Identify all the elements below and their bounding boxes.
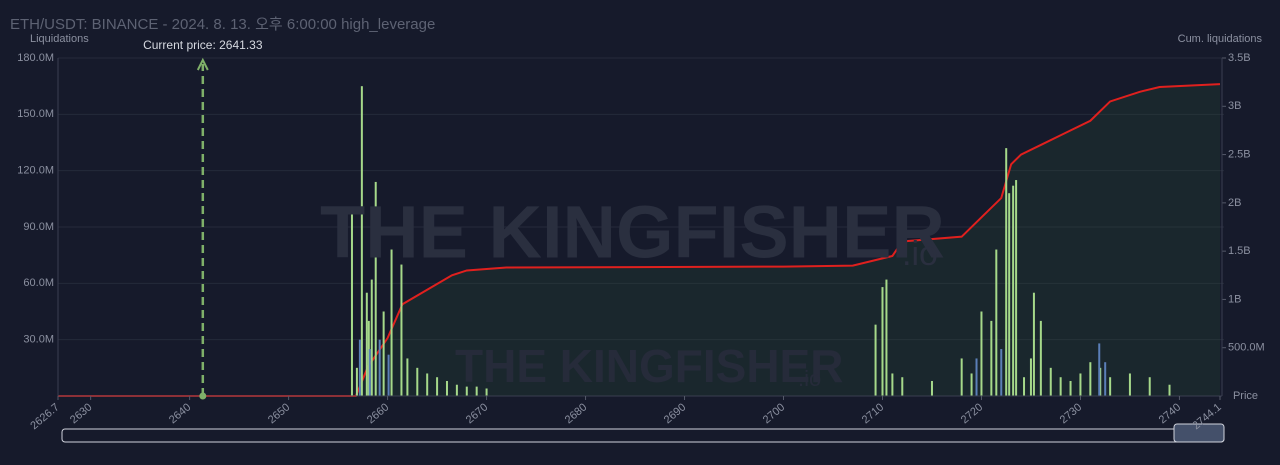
x-tick-label: 2710 <box>860 401 886 426</box>
bar <box>885 279 888 396</box>
bar <box>1029 358 1032 396</box>
bar <box>368 349 371 396</box>
bar <box>1069 380 1072 396</box>
x-tick-label: 2690 <box>662 401 688 426</box>
y-tick-label: 120.0M <box>17 165 54 177</box>
scrollbar[interactable] <box>61 428 1225 443</box>
x-tick-label: 2640 <box>167 401 193 426</box>
bar <box>1098 343 1101 396</box>
bar <box>1023 377 1026 396</box>
bar <box>436 377 439 396</box>
current-price-label: Current price: 2641.33 <box>143 38 263 52</box>
x-tick-label: 2720 <box>959 401 985 426</box>
bar <box>960 358 963 396</box>
bar <box>387 354 390 396</box>
y-tick-label: 30.0M <box>23 334 54 346</box>
bar <box>374 181 377 396</box>
bar <box>1032 292 1035 396</box>
watermark-suffix: .io <box>902 235 938 273</box>
bar <box>445 380 448 396</box>
bar <box>990 320 993 396</box>
bar <box>455 384 458 396</box>
bar <box>1079 373 1082 396</box>
y-tick-label: 60.0M <box>23 277 54 289</box>
bar <box>465 386 468 396</box>
x-tick-label: 2680 <box>563 401 589 426</box>
watermark: THE KINGFISHER <box>455 340 843 392</box>
chart-title: ETH/USDT: BINANCE - 2024. 8. 13. 오후 6:00… <box>10 16 435 33</box>
bar <box>365 292 368 396</box>
watermark: THE KINGFISHER <box>320 191 945 274</box>
x-tick-label: 2670 <box>464 401 490 426</box>
y-tick-label: 90.0M <box>23 221 54 233</box>
bar <box>1148 377 1151 396</box>
x-tick-label: 2740 <box>1157 401 1183 426</box>
bar <box>1005 148 1008 396</box>
current-price-dot <box>199 392 207 400</box>
bar <box>881 287 884 396</box>
x-axis-label: Price <box>1233 390 1258 402</box>
bar <box>370 279 373 396</box>
bar <box>355 367 358 396</box>
bar <box>350 208 353 396</box>
x-tick-label: 2700 <box>761 401 787 426</box>
bar <box>901 377 904 396</box>
x-tick-label: 2650 <box>266 401 292 426</box>
bar <box>1104 362 1107 396</box>
bar <box>980 311 983 396</box>
bar <box>970 373 973 396</box>
y2-tick-label: 3.5B <box>1228 52 1251 64</box>
bar <box>416 367 419 396</box>
bar <box>891 373 894 396</box>
bar <box>1089 362 1092 396</box>
bar <box>930 380 933 396</box>
bar <box>382 311 385 396</box>
bar <box>1128 373 1131 396</box>
bar <box>358 339 361 396</box>
y-axis-label: Liquidations <box>30 33 89 45</box>
x-tick-label: 2660 <box>365 401 391 426</box>
watermark-suffix: .io <box>798 366 821 391</box>
bar <box>1049 367 1052 396</box>
plot <box>58 57 1224 397</box>
x-tick-label: 2730 <box>1058 401 1084 426</box>
y2-tick-label: 1B <box>1228 293 1241 305</box>
y-tick-label: 180.0M <box>17 52 54 64</box>
bar <box>400 264 403 396</box>
y2-tick-label: 1.5B <box>1228 245 1251 257</box>
bar <box>426 373 429 396</box>
x-tick-label: 2630 <box>68 401 94 426</box>
bar <box>1015 180 1018 396</box>
x-tick-label: 2626.7 <box>28 401 61 432</box>
bar <box>1168 384 1171 396</box>
y2-axis-label: Cum. liquidations <box>1178 33 1263 45</box>
bar <box>1109 377 1112 396</box>
bar <box>406 358 409 396</box>
scroll-handle[interactable] <box>1173 423 1225 443</box>
bar <box>995 249 998 396</box>
bar <box>874 324 877 396</box>
bar <box>1000 349 1003 396</box>
bar <box>475 386 478 396</box>
y2-tick-label: 2.5B <box>1228 148 1251 160</box>
y2-tick-label: 500.0M <box>1228 342 1265 354</box>
bar <box>378 339 381 396</box>
bar <box>390 249 393 396</box>
bar <box>485 388 488 396</box>
bar <box>1008 193 1011 396</box>
cum-area <box>58 84 1220 397</box>
bar <box>1012 185 1015 396</box>
current-price-arrow <box>196 57 209 71</box>
y2-tick-label: 3B <box>1228 100 1241 112</box>
bar <box>1059 377 1062 396</box>
bar <box>1039 320 1042 396</box>
y2-tick-label: 2B <box>1228 197 1241 209</box>
bar <box>975 358 978 396</box>
y-tick-label: 150.0M <box>17 108 54 120</box>
bar <box>360 86 363 397</box>
